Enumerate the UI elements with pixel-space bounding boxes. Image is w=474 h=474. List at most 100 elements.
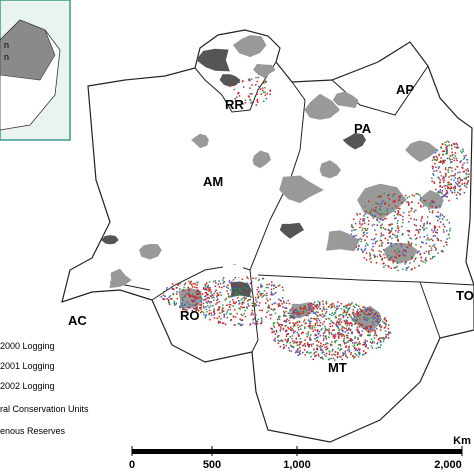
- logging-point: [222, 279, 224, 281]
- logging-point: [321, 327, 323, 330]
- logging-point: [448, 237, 451, 239]
- logging-point: [230, 313, 232, 315]
- logging-point: [367, 330, 370, 332]
- protected-area: [383, 242, 418, 264]
- logging-point: [359, 237, 361, 240]
- logging-point: [341, 326, 343, 328]
- logging-point: [310, 309, 313, 312]
- logging-point: [415, 244, 417, 246]
- logging-point: [379, 254, 381, 256]
- logging-point: [432, 256, 434, 258]
- logging-point: [326, 348, 328, 350]
- logging-point: [457, 171, 459, 174]
- logging-point: [398, 250, 400, 252]
- logging-point: [218, 280, 220, 282]
- logging-point: [257, 297, 259, 299]
- logging-point: [393, 199, 396, 202]
- logging-point: [341, 358, 343, 361]
- logging-point: [309, 307, 312, 309]
- logging-point: [187, 280, 190, 282]
- logging-point: [251, 101, 253, 104]
- logging-point: [234, 324, 236, 326]
- logging-point: [218, 286, 221, 288]
- logging-point: [354, 316, 356, 318]
- logging-point: [227, 284, 229, 286]
- logging-point: [465, 154, 467, 157]
- logging-point: [250, 102, 252, 104]
- logging-point: [248, 79, 250, 81]
- logging-point: [316, 347, 318, 349]
- logging-point: [253, 305, 256, 307]
- logging-point: [195, 304, 197, 306]
- logging-point: [435, 166, 437, 168]
- logging-point: [441, 214, 444, 216]
- logging-point: [259, 88, 262, 90]
- logging-point: [320, 342, 322, 344]
- logging-point: [353, 346, 356, 349]
- logging-point: [249, 298, 251, 301]
- logging-point: [459, 177, 461, 180]
- logging-point: [380, 326, 382, 329]
- logging-point: [360, 238, 363, 241]
- logging-point: [356, 343, 359, 345]
- logging-point: [216, 302, 218, 304]
- logging-point: [396, 222, 398, 225]
- logging-point: [314, 324, 316, 326]
- logging-point: [454, 177, 456, 179]
- logging-point: [223, 322, 225, 324]
- logging-point: [266, 297, 268, 300]
- logging-point: [204, 288, 207, 291]
- logging-point: [262, 82, 265, 84]
- border: [151, 81, 306, 301]
- logging-point: [311, 345, 313, 347]
- logging-point: [426, 234, 428, 237]
- logging-point: [359, 213, 361, 215]
- logging-point: [376, 327, 378, 330]
- logging-point: [391, 207, 393, 209]
- logging-point: [337, 327, 340, 330]
- logging-point: [451, 170, 453, 172]
- logging-point: [359, 308, 361, 310]
- logging-point: [268, 305, 270, 307]
- logging-point: [239, 323, 241, 325]
- logging-point: [308, 312, 310, 315]
- logging-point: [371, 214, 373, 216]
- logging-point: [228, 295, 230, 297]
- logging-point: [417, 232, 420, 234]
- logging-point: [271, 281, 273, 283]
- logging-point: [206, 289, 208, 291]
- logging-point: [463, 155, 465, 157]
- logging-point: [293, 324, 295, 326]
- logging-point: [336, 320, 339, 322]
- logging-point: [334, 312, 337, 314]
- logging-point: [276, 318, 279, 321]
- logging-point: [462, 150, 464, 153]
- logging-point: [200, 295, 202, 298]
- logging-point: [274, 312, 277, 315]
- logging-point: [442, 181, 445, 183]
- logging-point: [179, 282, 181, 285]
- logging-point: [358, 330, 360, 333]
- logging-point: [189, 282, 191, 285]
- logging-point: [292, 346, 295, 349]
- logging-point: [168, 302, 170, 304]
- logging-point: [363, 306, 365, 308]
- logging-point: [269, 314, 271, 316]
- logging-point: [279, 315, 281, 318]
- logging-point: [447, 169, 449, 171]
- logging-point: [332, 348, 334, 351]
- logging-point: [273, 326, 275, 328]
- logging-point: [361, 223, 364, 225]
- logging-point: [418, 264, 420, 267]
- logging-point: [336, 356, 339, 359]
- logging-point: [167, 299, 170, 301]
- logging-point: [249, 295, 252, 298]
- logging-point: [184, 282, 187, 284]
- logging-point: [254, 302, 256, 305]
- logging-point: [460, 188, 462, 190]
- logging-point: [419, 253, 421, 256]
- logging-point: [350, 332, 353, 335]
- logging-point: [370, 345, 373, 347]
- logging-point: [388, 232, 390, 234]
- logging-point: [397, 262, 399, 264]
